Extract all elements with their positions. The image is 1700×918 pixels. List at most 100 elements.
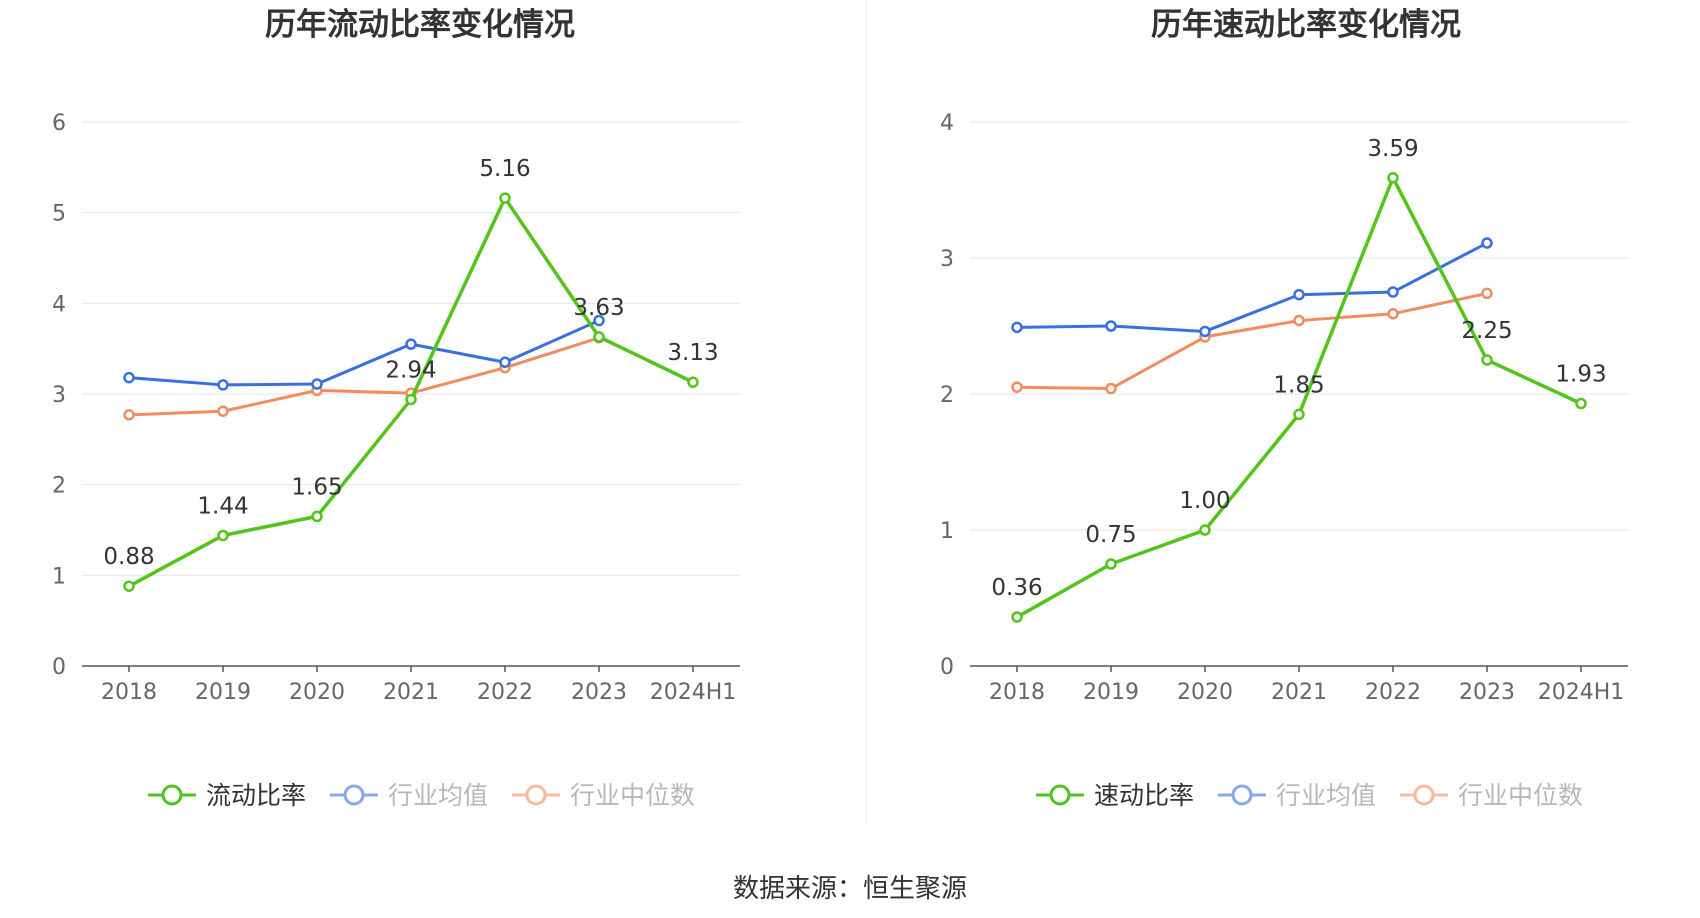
y-tick-label: 2	[52, 474, 66, 499]
legend-item-main: 速动比率	[1036, 781, 1194, 810]
data-label: 2.94	[385, 357, 436, 383]
legend-marker	[1049, 784, 1071, 806]
legend-label: 行业均值	[388, 781, 488, 810]
x-tick-label: 2022	[477, 680, 533, 705]
legend-marker	[1231, 784, 1253, 806]
data-point	[1293, 288, 1305, 301]
data-point	[593, 331, 605, 343]
x-tick-label: 2020	[289, 680, 345, 705]
x-tick-label: 2023	[571, 680, 627, 705]
data-point	[1387, 286, 1399, 298]
legend-marker	[161, 784, 183, 806]
data-label: 1.44	[197, 493, 248, 519]
y-tick-label: 0	[52, 655, 66, 680]
data-point	[1293, 408, 1305, 421]
data-point	[1105, 558, 1117, 570]
data-point	[687, 376, 699, 388]
data-point	[217, 405, 229, 417]
chart-panel-1: 历年流动比率变化情况 0 1 2 3 4 5 6 2018 2019 2020 2021 2022 202…	[52, 7, 740, 810]
x-tick-label: 2022	[1365, 680, 1421, 705]
data-point	[1293, 314, 1305, 327]
series-line-median	[128, 336, 600, 417]
y-tick-label: 4	[940, 111, 954, 136]
data-label: 3.13	[667, 340, 718, 366]
data-point	[123, 409, 135, 421]
data-point	[1387, 308, 1399, 320]
data-point	[217, 379, 229, 391]
data-point	[123, 371, 135, 384]
x-tick-label: 2021	[1271, 680, 1327, 705]
y-tick-label: 0	[940, 655, 954, 680]
x-tick-label: 2023	[1459, 680, 1515, 705]
data-point	[405, 338, 417, 350]
data-label: 2.25	[1461, 318, 1512, 344]
x-tick-label: 2018	[989, 680, 1045, 705]
legend-item-median: 行业中位数	[1400, 781, 1583, 810]
data-point	[1481, 237, 1493, 249]
legend-label: 行业均值	[1276, 781, 1376, 810]
data-point	[1011, 381, 1023, 393]
x-tick-label: 2020	[1177, 680, 1233, 705]
x-tick-label: 2024H1	[650, 680, 737, 705]
y-tick-label: 1	[52, 564, 66, 589]
data-point	[1575, 397, 1587, 410]
data-point	[1387, 172, 1399, 184]
legend-marker	[343, 784, 365, 806]
data-label: 0.36	[991, 575, 1042, 601]
data-point	[593, 314, 605, 327]
data-point	[499, 356, 511, 369]
data-label: 1.85	[1273, 372, 1324, 398]
data-label: 5.16	[479, 156, 530, 182]
data-point	[311, 510, 323, 523]
data-point	[1481, 354, 1493, 366]
legend-label: 流动比率	[206, 781, 306, 810]
legend-label: 速动比率	[1094, 781, 1194, 810]
y-tick-label: 3	[940, 247, 954, 272]
data-point	[1105, 320, 1117, 332]
y-tick-label: 5	[52, 202, 66, 227]
data-point	[1199, 325, 1211, 338]
data-point	[217, 529, 229, 542]
panel-divider	[866, 0, 867, 825]
y-tick-label: 1	[940, 519, 954, 544]
x-tick-label: 2018	[101, 680, 157, 705]
chart-panel-2: 历年速动比率变化情况 0 1 2 3 4 2018 2019 2020 2021 2022 2023 2…	[940, 7, 1628, 810]
x-tick-label: 2024H1	[1538, 680, 1625, 705]
data-label: 0.75	[1085, 522, 1136, 548]
data-point	[311, 378, 323, 390]
series-line-median	[1016, 291, 1488, 391]
data-point	[1011, 321, 1023, 334]
data-label: 0.88	[103, 544, 154, 570]
data-point	[405, 393, 417, 406]
x-tick-label: 2019	[195, 680, 251, 705]
y-tick-label: 3	[52, 383, 66, 408]
legend-item-median: 行业中位数	[512, 781, 695, 810]
data-point	[1011, 611, 1023, 623]
data-source-text: 数据来源：恒生聚源	[732, 874, 967, 904]
data-point	[1481, 287, 1493, 300]
y-tick-label: 4	[52, 292, 66, 317]
data-label: 1.93	[1555, 362, 1606, 388]
x-tick-label: 2021	[383, 680, 439, 705]
data-label: 3.59	[1367, 136, 1418, 162]
legend-label: 行业中位数	[570, 781, 695, 810]
data-point	[123, 580, 135, 592]
legend-item-main: 流动比率	[148, 781, 306, 810]
legend-label: 行业中位数	[1458, 781, 1583, 810]
data-point	[499, 192, 511, 204]
data-point	[1105, 382, 1117, 395]
legend-item-average: 行业均值	[330, 781, 488, 810]
series-line-average	[1016, 241, 1488, 333]
data-point	[1199, 524, 1211, 536]
legend-marker	[525, 784, 547, 806]
data-label: 1.00	[1179, 488, 1230, 514]
data-label: 3.63	[573, 295, 624, 321]
data-label: 1.65	[291, 474, 342, 500]
x-tick-label: 2019	[1083, 680, 1139, 705]
series-line-average	[128, 319, 600, 387]
y-tick-label: 2	[940, 383, 954, 408]
chart-title: 历年速动比率变化情况	[1151, 7, 1461, 43]
chart-title: 历年流动比率变化情况	[265, 7, 575, 43]
legend-item-average: 行业均值	[1218, 781, 1376, 810]
